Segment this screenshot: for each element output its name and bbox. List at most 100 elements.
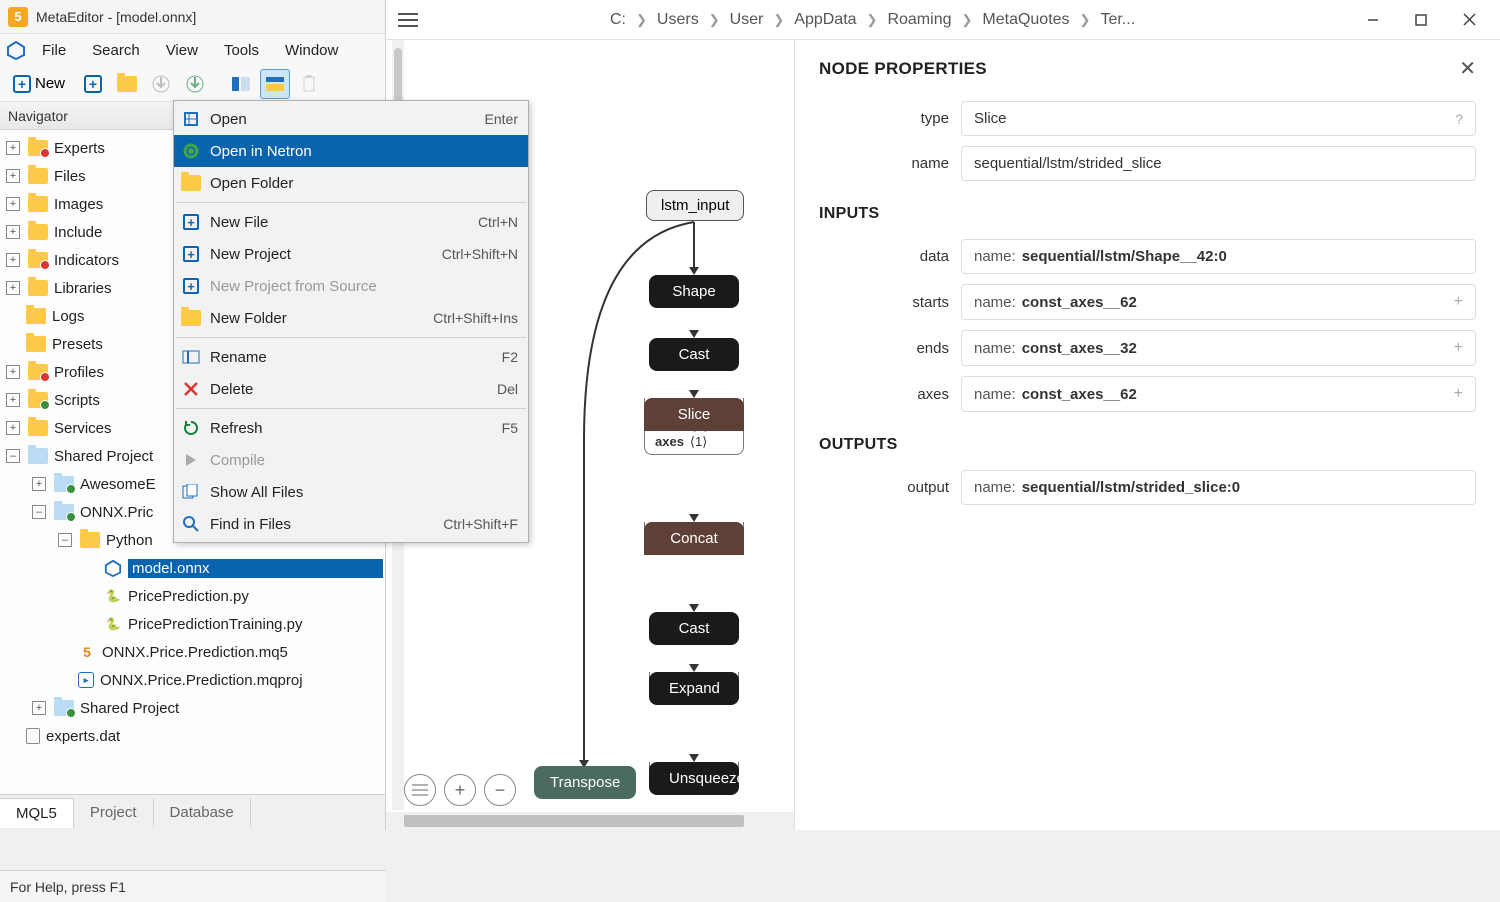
new-file-button[interactable]: + (78, 69, 108, 99)
open-folder-button[interactable] (112, 69, 142, 99)
breadcrumb-item[interactable]: Roaming (887, 11, 951, 29)
window-title: MetaEditor - [model.onnx] (36, 9, 196, 25)
tab-project[interactable]: Project (74, 798, 154, 827)
tree-item-label: experts.dat (46, 728, 383, 745)
menu-item-new-folder[interactable]: New FolderCtrl+Shift+Ins (174, 302, 528, 334)
type-value: Slice? (961, 101, 1476, 136)
tree-toggle[interactable]: – (6, 449, 20, 463)
graph-node[interactable]: Unsqueezeaxes (649, 762, 739, 786)
hamburger-icon[interactable] (394, 6, 422, 34)
menu-shortcut: Ctrl+Shift+F (443, 516, 518, 532)
outputs-heading: OUTPUTS (819, 436, 1476, 454)
tree-item[interactable]: 5ONNX.Price.Prediction.mq5 (2, 638, 383, 666)
context-menu: OpenEnterOpen in NetronOpen Folder +New F… (173, 100, 529, 543)
new-button[interactable]: + New (4, 69, 74, 99)
chevron-right-icon: ❯ (955, 12, 978, 28)
layout-button-1[interactable] (226, 69, 256, 99)
menu-item-new-file[interactable]: +New FileCtrl+N (174, 206, 528, 238)
prop-value: name: const_axes__62+ (961, 284, 1476, 320)
prop-label: axes (819, 386, 949, 403)
breadcrumb-item[interactable]: User (730, 11, 764, 29)
chevron-right-icon: ❯ (630, 12, 653, 28)
tree-item[interactable]: model.onnx (2, 554, 383, 582)
menu-item-search[interactable]: Search (80, 38, 152, 63)
menu-item-window[interactable]: Window (273, 38, 350, 63)
status-bar: For Help, press F1 (0, 870, 386, 902)
menu-item-open-in-netron[interactable]: Open in Netron (174, 135, 528, 167)
list-icon[interactable] (404, 774, 436, 806)
menu-item-label: Delete (210, 381, 489, 398)
horizontal-scrollbar[interactable] (386, 812, 794, 830)
tree-item[interactable]: 🐍PricePrediction.py (2, 582, 383, 610)
expand-icon[interactable]: + (1454, 293, 1463, 311)
tree-toggle[interactable]: + (6, 197, 20, 211)
menu-shortcut: F2 (502, 349, 518, 365)
folder-icon (80, 532, 100, 548)
tree-toggle[interactable]: – (58, 533, 72, 547)
breadcrumb-item[interactable]: Ter... (1100, 11, 1135, 29)
zoom-out-button[interactable]: − (484, 774, 516, 806)
menu-item-refresh[interactable]: RefreshF5 (174, 412, 528, 444)
breadcrumb-item[interactable]: Users (657, 11, 699, 29)
menu-item-tools[interactable]: Tools (212, 38, 271, 63)
tree-toggle[interactable]: – (32, 505, 46, 519)
menu-item-new-project[interactable]: +New ProjectCtrl+Shift+N (174, 238, 528, 270)
tree-toggle[interactable]: + (6, 421, 20, 435)
menu-item-open[interactable]: OpenEnter (174, 103, 528, 135)
tab-mql5[interactable]: MQL5 (0, 798, 74, 828)
maximize-button[interactable] (1398, 4, 1444, 36)
save-button[interactable] (146, 69, 176, 99)
tree-toggle[interactable]: + (6, 281, 20, 295)
menu-item-view[interactable]: View (154, 38, 210, 63)
menu-item-rename[interactable]: RenameF2 (174, 341, 528, 373)
breadcrumb-item[interactable]: AppData (794, 11, 856, 29)
menu-item-find-in-files[interactable]: Find in FilesCtrl+Shift+F (174, 508, 528, 540)
tree-item[interactable]: 🐍PricePredictionTraining.py (2, 610, 383, 638)
expand-icon[interactable]: + (1454, 339, 1463, 357)
tree-toggle[interactable]: + (6, 141, 20, 155)
tree-toggle[interactable]: + (6, 365, 20, 379)
minimize-button[interactable] (1350, 4, 1396, 36)
prop-value: name: const_axes__62+ (961, 376, 1476, 412)
expand-icon[interactable]: + (1454, 385, 1463, 403)
tree-toggle[interactable]: + (6, 393, 20, 407)
layout-button-2[interactable] (260, 69, 290, 99)
tree-item[interactable]: experts.dat (2, 722, 383, 750)
folder-icon (26, 308, 46, 324)
tree-item[interactable]: +Shared Project (2, 694, 383, 722)
close-icon[interactable]: ✕ (1459, 56, 1476, 81)
folder-icon (28, 168, 48, 184)
graph-node-transpose[interactable]: Transpose (534, 766, 636, 799)
tree-toggle[interactable]: + (6, 225, 20, 239)
tree-toggle[interactable]: + (32, 701, 46, 715)
info-icon[interactable]: ? (1455, 111, 1463, 127)
menu-item-delete[interactable]: DeleteDel (174, 373, 528, 405)
zoom-in-button[interactable]: + (444, 774, 476, 806)
graph-node[interactable]: Concat⟨...⟩ (644, 522, 744, 547)
tree-toggle[interactable]: + (6, 169, 20, 183)
menu-item-label: Refresh (210, 420, 494, 437)
tab-database[interactable]: Database (154, 798, 251, 827)
breadcrumb-item[interactable]: C: (610, 11, 626, 29)
new-button-label: New (35, 75, 65, 92)
tree-toggle[interactable]: + (32, 477, 46, 491)
graph-node[interactable]: Expandinput = 0 (649, 672, 739, 696)
menu-item-file[interactable]: File (30, 38, 78, 63)
save-all-button[interactable] (180, 69, 210, 99)
app-menu-icon[interactable] (4, 38, 28, 62)
menu-item-show-all-files[interactable]: Show All Files (174, 476, 528, 508)
tree-toggle[interactable]: + (6, 253, 20, 267)
graph-node[interactable]: Slicestarts⟨1⟩ends⟨1⟩axes⟨1⟩ (644, 398, 744, 455)
breadcrumb-item[interactable]: MetaQuotes (982, 11, 1069, 29)
tree-item[interactable]: ▸ONNX.Price.Prediction.mqproj (2, 666, 383, 694)
menu-shortcut: Ctrl+Shift+N (442, 246, 518, 262)
title-bar: 5 MetaEditor - [model.onnx] (0, 0, 385, 34)
paste-button[interactable] (294, 69, 324, 99)
close-button[interactable] (1446, 4, 1492, 36)
netron-icon (180, 140, 202, 162)
prop-label: output (819, 479, 949, 496)
tree-item-label: model.onnx (128, 559, 383, 578)
menu-item-open-folder[interactable]: Open Folder (174, 167, 528, 199)
folder-icon (54, 476, 74, 492)
graph-input-node[interactable]: lstm_input (646, 190, 744, 221)
